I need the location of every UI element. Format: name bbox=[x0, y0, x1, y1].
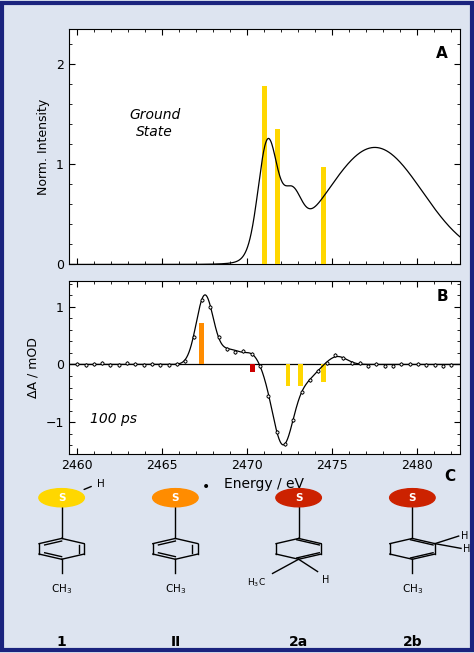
Bar bbox=[321, 167, 326, 264]
Text: S: S bbox=[58, 493, 65, 503]
Bar bbox=[250, 364, 255, 372]
Text: 1: 1 bbox=[57, 635, 66, 648]
Text: II: II bbox=[170, 635, 181, 648]
Y-axis label: Norm. Intensity: Norm. Intensity bbox=[37, 99, 50, 195]
Text: CH$_3$: CH$_3$ bbox=[51, 582, 72, 596]
Bar bbox=[275, 129, 280, 264]
Text: CH$_3$: CH$_3$ bbox=[402, 582, 423, 596]
Text: 2b: 2b bbox=[402, 635, 422, 648]
Circle shape bbox=[390, 488, 435, 507]
Text: H: H bbox=[322, 575, 330, 585]
Text: 2a: 2a bbox=[289, 635, 308, 648]
Bar bbox=[321, 364, 326, 382]
Text: A: A bbox=[436, 46, 448, 61]
Text: 100 ps: 100 ps bbox=[90, 412, 137, 426]
Text: C: C bbox=[445, 470, 456, 485]
Text: H: H bbox=[464, 545, 471, 554]
X-axis label: Energy / eV: Energy / eV bbox=[224, 477, 304, 491]
Text: CH$_3$: CH$_3$ bbox=[165, 582, 186, 596]
Y-axis label: ΔA / mOD: ΔA / mOD bbox=[27, 337, 40, 398]
Bar bbox=[299, 364, 303, 387]
Text: S: S bbox=[295, 493, 302, 503]
Text: Ground
State: Ground State bbox=[129, 108, 181, 138]
Text: H: H bbox=[97, 479, 105, 488]
Text: H: H bbox=[461, 531, 468, 541]
Circle shape bbox=[39, 488, 84, 507]
Bar bbox=[199, 323, 204, 364]
Text: B: B bbox=[437, 289, 448, 304]
Text: S: S bbox=[172, 493, 179, 503]
Bar bbox=[286, 364, 291, 387]
Bar bbox=[262, 86, 267, 264]
Circle shape bbox=[276, 488, 321, 507]
Text: H$_3$C: H$_3$C bbox=[246, 577, 265, 589]
Text: S: S bbox=[409, 493, 416, 503]
Text: •: • bbox=[201, 481, 210, 494]
Circle shape bbox=[153, 488, 198, 507]
